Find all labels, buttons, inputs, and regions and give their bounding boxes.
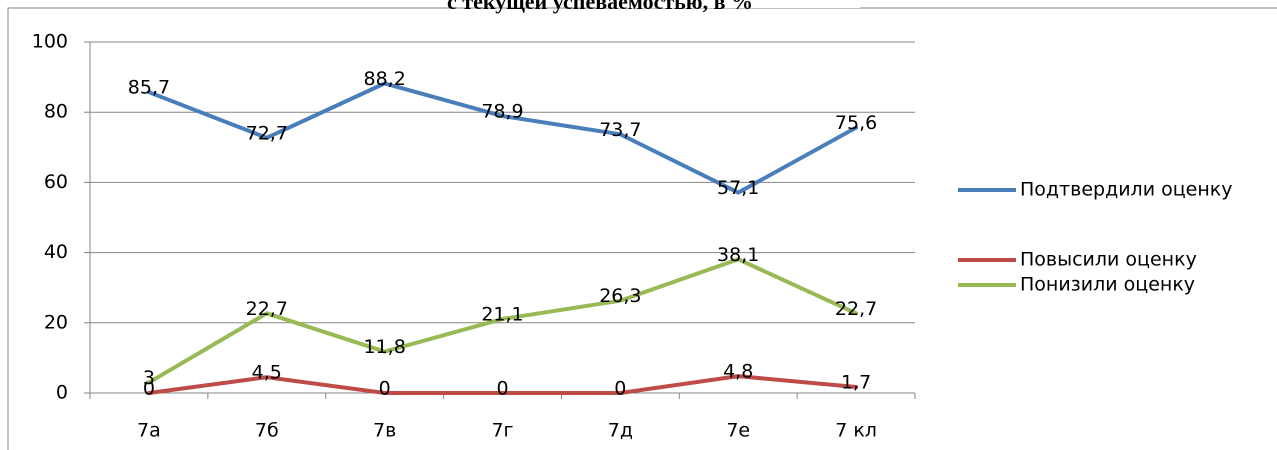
data-label: 22,7 [835,298,877,320]
data-label: 0 [379,378,391,400]
data-label: 4,5 [252,362,282,384]
data-label: 72,7 [246,122,288,144]
data-label: 3 [143,367,155,389]
data-label: 88,2 [363,68,405,90]
y-tick-label: 60 [44,171,68,193]
y-tick-label: 20 [44,311,68,333]
data-label: 73,7 [599,119,641,141]
data-label: 11,8 [363,336,405,358]
legend-label: Подтвердили оценку [1020,179,1232,201]
x-tick-label: 7б [255,420,279,442]
y-tick-label: 40 [44,241,68,263]
data-label: 85,7 [128,77,170,99]
data-label: 4,8 [723,361,753,383]
series-line [146,374,859,395]
data-label: 22,7 [246,298,288,320]
data-label: 21,1 [481,303,523,325]
data-label: 38,1 [717,244,759,266]
y-tick-label: 80 [44,101,68,123]
x-tick-label: 7 кл [835,420,877,442]
x-tick-label: 7а [137,420,161,442]
legend-label: Понизили оценку [1020,274,1195,296]
title-gap [600,0,860,8]
series-line [146,257,859,385]
chart-frame [7,7,1277,450]
data-label: 75,6 [835,112,877,134]
data-label: 0 [614,378,626,400]
x-tick-label: 7е [726,420,750,442]
chart-title: с текущей успеваемостью, в % [447,0,753,14]
data-label: 78,9 [481,101,523,123]
data-label: 26,3 [599,285,641,307]
legend-label: Повысили оценку [1020,249,1197,271]
data-label: 1,7 [841,372,871,394]
data-label: 57,1 [717,177,759,199]
x-tick-label: 7г [491,420,513,442]
data-label: 0 [496,378,508,400]
x-tick-label: 7д [608,420,633,442]
y-tick-label: 0 [56,382,68,404]
x-tick-label: 7в [373,420,396,442]
series-line [146,81,859,195]
y-tick-label: 100 [32,31,68,53]
